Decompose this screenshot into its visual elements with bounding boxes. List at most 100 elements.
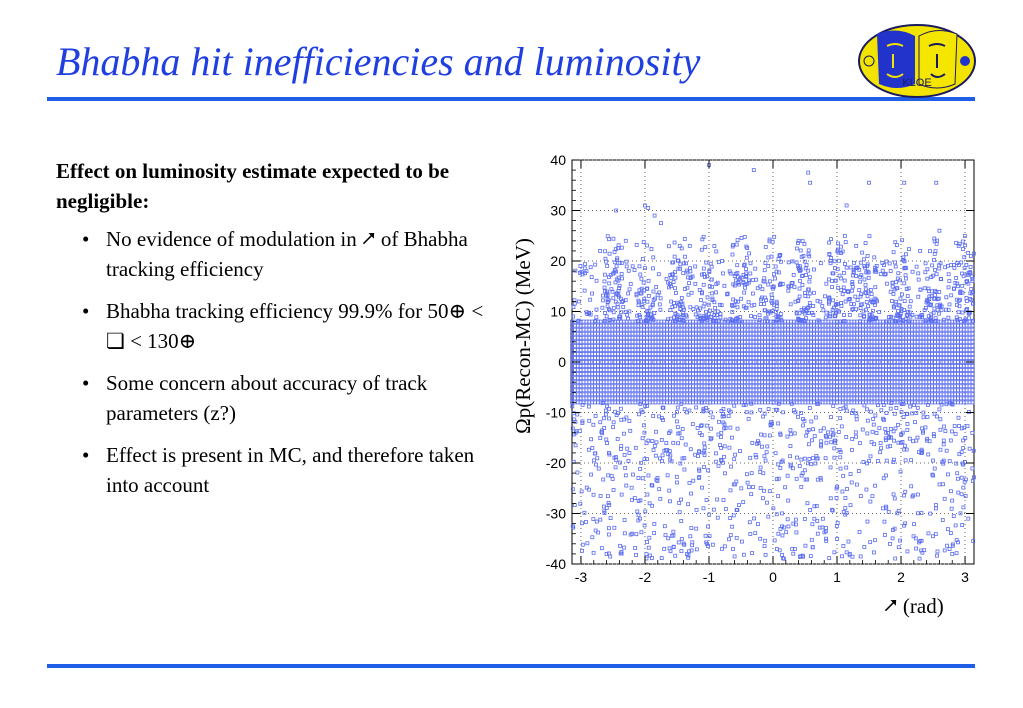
data-point bbox=[595, 456, 600, 461]
data-point bbox=[971, 301, 975, 306]
data-point bbox=[598, 494, 603, 498]
data-point bbox=[598, 517, 603, 522]
data-point bbox=[842, 319, 847, 323]
data-point bbox=[970, 277, 975, 281]
data-point bbox=[733, 299, 738, 304]
data-point bbox=[970, 396, 975, 401]
data-point bbox=[735, 305, 740, 310]
data-point bbox=[635, 313, 640, 318]
data-point bbox=[697, 467, 702, 472]
data-point bbox=[722, 544, 727, 549]
data-point bbox=[777, 270, 781, 275]
data-point bbox=[702, 441, 707, 446]
data-point bbox=[687, 549, 691, 554]
data-point bbox=[591, 492, 596, 497]
data-point bbox=[901, 257, 906, 262]
data-point bbox=[942, 424, 946, 429]
data-point bbox=[954, 551, 959, 556]
x-tick-label: -2 bbox=[639, 569, 652, 585]
data-point bbox=[577, 299, 581, 304]
data-point bbox=[835, 484, 840, 489]
data-point bbox=[878, 450, 883, 455]
data-point bbox=[583, 271, 587, 276]
data-point bbox=[937, 482, 942, 487]
data-point bbox=[836, 430, 841, 434]
data-point bbox=[855, 482, 859, 487]
data-point bbox=[893, 264, 898, 269]
data-point bbox=[682, 237, 687, 241]
data-point bbox=[727, 537, 731, 542]
data-point bbox=[776, 401, 781, 406]
data-point bbox=[956, 490, 961, 495]
data-point bbox=[722, 283, 727, 288]
data-point bbox=[701, 234, 706, 239]
data-point bbox=[651, 414, 656, 418]
data-point bbox=[806, 252, 811, 257]
data-point bbox=[944, 402, 949, 407]
data-point bbox=[858, 319, 863, 324]
data-point bbox=[829, 256, 834, 260]
data-point bbox=[799, 457, 804, 462]
data-point bbox=[848, 503, 853, 508]
data-point bbox=[841, 544, 846, 548]
data-point bbox=[826, 301, 831, 306]
data-point bbox=[797, 286, 802, 291]
data-point bbox=[710, 415, 715, 420]
data-point bbox=[718, 443, 722, 447]
data-point bbox=[952, 286, 956, 291]
data-point bbox=[617, 260, 622, 265]
data-point bbox=[779, 259, 783, 264]
data-point bbox=[719, 458, 724, 463]
data-point bbox=[871, 308, 875, 313]
data-point bbox=[915, 511, 920, 516]
data-point bbox=[787, 284, 792, 289]
data-point bbox=[970, 372, 975, 377]
data-point bbox=[860, 302, 865, 307]
data-point bbox=[668, 308, 673, 312]
data-point bbox=[618, 460, 622, 465]
data-point bbox=[887, 261, 892, 266]
data-point bbox=[706, 314, 711, 319]
data-point bbox=[939, 308, 944, 313]
data-point bbox=[832, 305, 836, 310]
data-point bbox=[675, 317, 679, 322]
data-point bbox=[881, 476, 886, 481]
data-point bbox=[865, 269, 870, 274]
data-point bbox=[675, 425, 680, 430]
data-point bbox=[850, 280, 855, 284]
data-point bbox=[605, 441, 609, 445]
data-point bbox=[828, 465, 833, 470]
data-point bbox=[631, 472, 635, 477]
data-point bbox=[888, 427, 893, 431]
data-point bbox=[604, 289, 609, 294]
data-point bbox=[763, 261, 768, 265]
data-point bbox=[686, 502, 690, 507]
data-point bbox=[917, 556, 922, 561]
data-point bbox=[767, 239, 772, 244]
data-point bbox=[844, 408, 849, 413]
data-point bbox=[601, 477, 606, 482]
data-point bbox=[956, 284, 960, 289]
data-point bbox=[900, 238, 905, 243]
data-point bbox=[637, 412, 641, 417]
data-point bbox=[679, 519, 684, 523]
data-point bbox=[702, 465, 706, 470]
data-point bbox=[682, 261, 686, 266]
data-point bbox=[838, 466, 843, 471]
data-point bbox=[847, 312, 852, 317]
data-point bbox=[926, 531, 931, 536]
data-point bbox=[798, 278, 802, 283]
data-point bbox=[686, 555, 691, 560]
data-point bbox=[614, 292, 619, 297]
data-point bbox=[689, 526, 694, 530]
data-point bbox=[667, 431, 671, 435]
data-point bbox=[889, 401, 894, 405]
data-point bbox=[694, 507, 699, 512]
data-point bbox=[840, 292, 845, 297]
data-point bbox=[623, 465, 628, 470]
data-point bbox=[937, 228, 942, 233]
data-point bbox=[953, 523, 958, 528]
data-point bbox=[632, 268, 637, 272]
data-point bbox=[719, 303, 724, 308]
data-point bbox=[841, 406, 846, 411]
